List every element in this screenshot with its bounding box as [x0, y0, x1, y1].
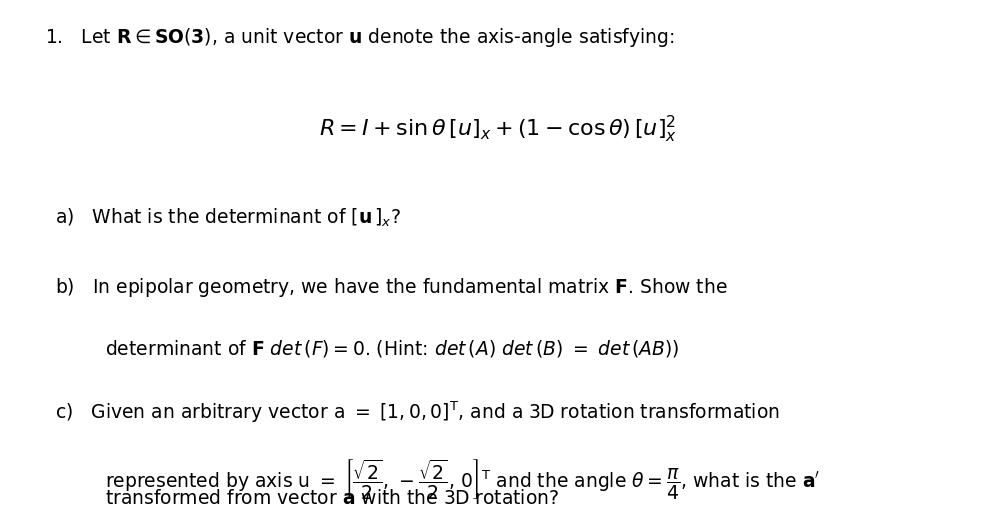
Text: transformed from vector $\mathbf{a}$ with the 3D rotation?: transformed from vector $\mathbf{a}$ wit…: [105, 489, 559, 508]
Text: represented by axis u $=$ $\left[\dfrac{\sqrt{2}}{2},\,-\dfrac{\sqrt{2}}{2},\,0\: represented by axis u $=$ $\left[\dfrac{…: [105, 457, 820, 501]
Text: c)   Given an arbitrary vector a $=$ $[1,0,0]^{\mathrm{T}}$, and a 3D rotation t: c) Given an arbitrary vector a $=$ $[1,0…: [55, 400, 780, 425]
Text: b)   In epipolar geometry, we have the fundamental matrix $\mathbf{F}$. Show the: b) In epipolar geometry, we have the fun…: [55, 276, 727, 299]
Text: $R = I + \sin\theta\,[u]_x + (1 - \cos\theta)\,[u]_x^2$: $R = I + \sin\theta\,[u]_x + (1 - \cos\t…: [319, 114, 677, 144]
Text: a)   What is the determinant of $[\mathbf{u}\,]_x$?: a) What is the determinant of $[\mathbf{…: [55, 206, 400, 229]
Text: determinant of $\mathbf{F}$ $det\,(F)=0$. (Hint: $det\,(A)$ $det\,(B)$ $=$ $det\: determinant of $\mathbf{F}$ $det\,(F)=0$…: [105, 338, 679, 359]
Text: 1.   Let $\mathbf{R} \in \mathbf{SO}(\mathbf{3})$, a unit vector $\mathbf{u}$ de: 1. Let $\mathbf{R} \in \mathbf{SO}(\math…: [45, 26, 674, 49]
